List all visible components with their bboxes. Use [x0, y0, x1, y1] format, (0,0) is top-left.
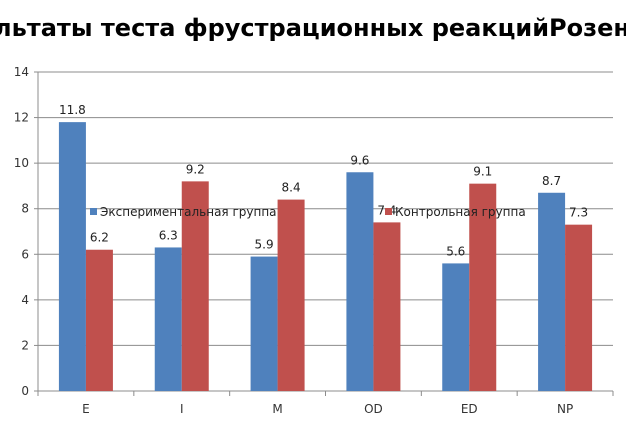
- data-labels: 11.86.35.99.65.68.76.29.28.47.49.17.3: [59, 103, 588, 258]
- bar: [538, 192, 566, 391]
- legend: Экспериментальная группа Контрольная груп…: [90, 205, 526, 219]
- legend-label: Контрольная группа: [395, 205, 526, 219]
- x-tick-label: OD: [364, 402, 383, 416]
- data-label: 7.3: [569, 206, 588, 220]
- x-tick-label: M: [272, 402, 282, 416]
- data-label: 9.2: [186, 162, 205, 176]
- x-tick-label: NP: [557, 402, 573, 416]
- bar: [154, 247, 182, 391]
- data-label: 11.8: [59, 103, 86, 117]
- bars: [58, 122, 593, 391]
- bar: [277, 199, 305, 391]
- bar: [250, 256, 278, 391]
- gridlines: [38, 71, 613, 346]
- legend-swatch: [90, 208, 97, 215]
- data-label: 9.1: [473, 165, 492, 179]
- data-label: 5.6: [446, 244, 465, 258]
- y-tick-label: 0: [21, 384, 29, 398]
- data-label: 8.4: [282, 181, 301, 195]
- bar: [85, 249, 113, 391]
- y-tick-label: 10: [14, 156, 29, 170]
- y-tick-label: 2: [21, 338, 29, 352]
- bar: [181, 181, 209, 391]
- y-tick-label: 14: [14, 65, 29, 79]
- bar: [58, 122, 86, 391]
- bar: [373, 222, 401, 391]
- chart-title: льтаты теста фрустрационных реакцийРозен: [0, 14, 626, 42]
- data-label: 9.6: [350, 153, 369, 167]
- bar: [565, 224, 593, 391]
- bar: [469, 183, 497, 391]
- axes: 0 2 4 6 8 10 12 14 E I M OD ED NP: [14, 65, 614, 416]
- data-label: 8.7: [542, 174, 561, 188]
- data-label: 6.3: [159, 228, 178, 242]
- data-label: 5.9: [255, 238, 274, 252]
- legend-label: Экспериментальная группа: [100, 205, 277, 219]
- x-tick-label: E: [82, 402, 90, 416]
- bar: [346, 172, 374, 391]
- data-label: 6.2: [90, 231, 109, 245]
- legend-swatch: [385, 208, 392, 215]
- y-tick-label: 12: [14, 111, 29, 125]
- x-tick-label: ED: [461, 402, 478, 416]
- x-tick-label: I: [180, 402, 184, 416]
- y-tick-label: 8: [21, 202, 29, 216]
- bar: [442, 263, 470, 391]
- y-tick-label: 6: [21, 247, 29, 261]
- y-tick-label: 4: [21, 293, 29, 307]
